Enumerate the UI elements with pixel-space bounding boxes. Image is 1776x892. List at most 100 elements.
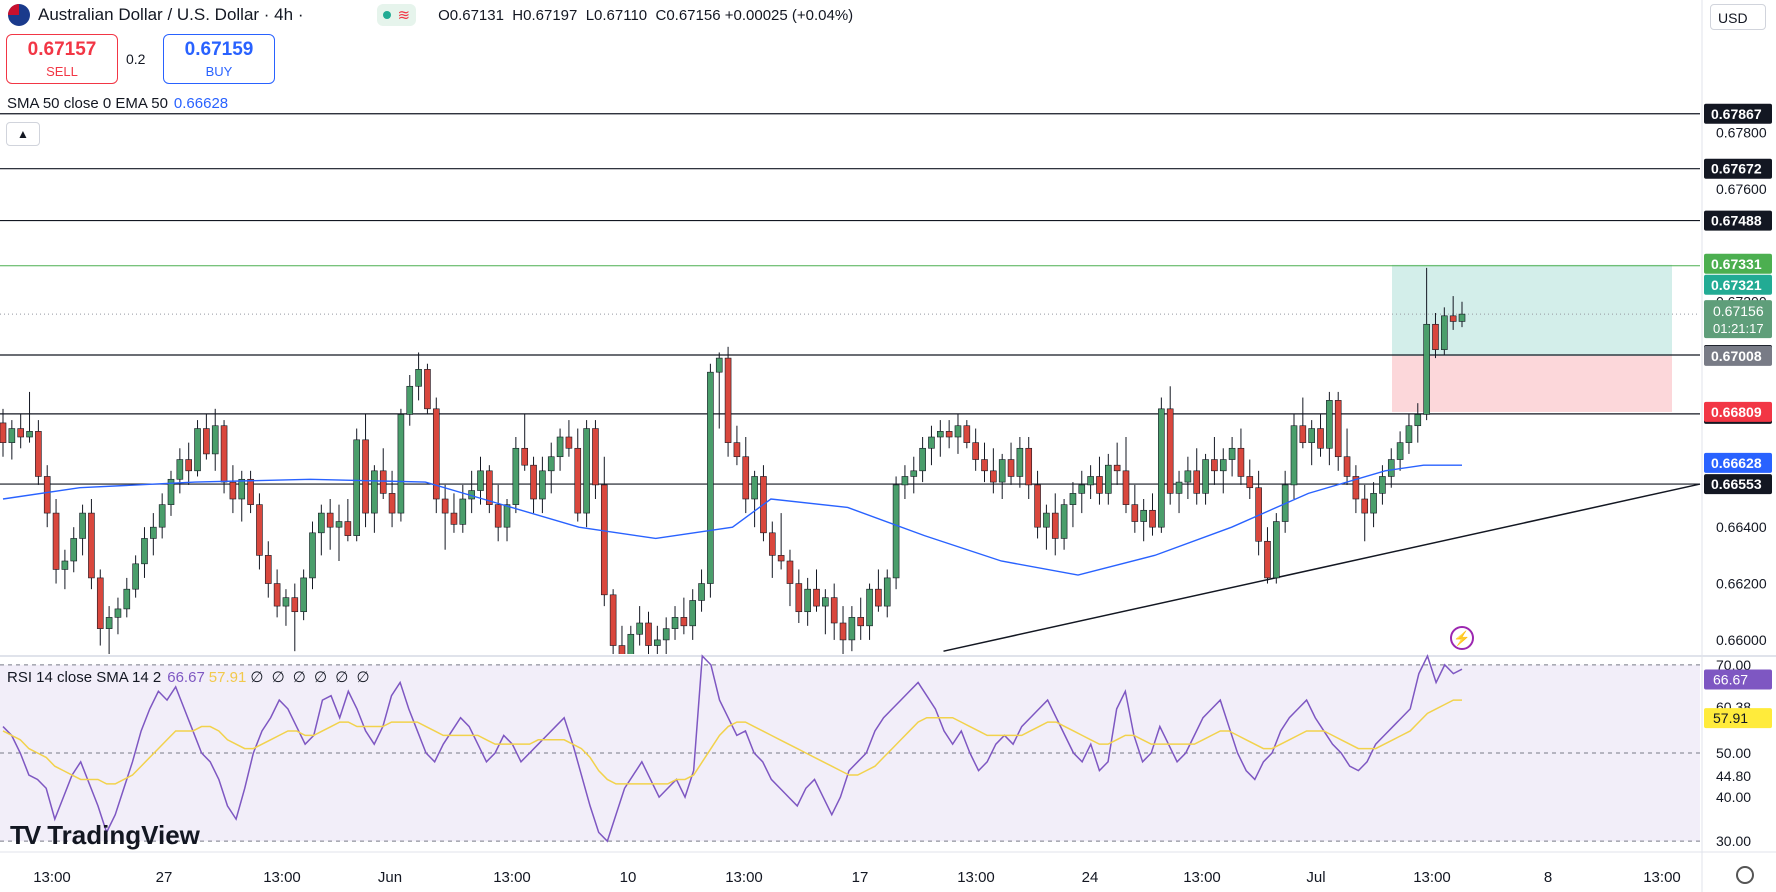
rsi-sma-badge: 57.91 (1713, 710, 1748, 726)
candle-up (910, 470, 918, 477)
ma-indicator-legend[interactable]: SMA 50 close 0 EMA 50 0.66628 (7, 95, 228, 112)
candle-up (627, 633, 635, 654)
candle-up (556, 436, 564, 458)
symbol-title[interactable]: Australian Dollar / U.S. Dollar · 4h · (38, 5, 304, 24)
position-stop-zone (1392, 355, 1672, 412)
rsi-sma-line (2, 699, 1462, 785)
settings-gear-icon[interactable] (1736, 866, 1754, 884)
candle-down (1051, 512, 1059, 539)
candle-down (981, 459, 988, 472)
candle-up (892, 484, 900, 579)
candle-up (1396, 442, 1404, 460)
candle-down (0, 422, 7, 443)
candle-up (1105, 464, 1112, 494)
rsi-extra-values: ∅ ∅ ∅ ∅ ∅ ∅ (250, 669, 372, 686)
time-tick-label: 24 (1082, 869, 1099, 886)
entry-badge-bg (1704, 345, 1772, 366)
candle-up (1387, 459, 1395, 477)
candle-down (1432, 323, 1439, 350)
sell-button[interactable]: 0.67157 SELL (6, 34, 118, 84)
candle-up (1273, 521, 1280, 579)
candle-up (167, 478, 175, 505)
candle-down (220, 425, 228, 483)
candle-down (592, 428, 599, 486)
candle-up (936, 431, 944, 438)
flash-icon[interactable]: ⚡ (1450, 626, 1474, 650)
candle-up (371, 470, 378, 514)
time-tick-label: 13:00 (33, 869, 71, 886)
time-tick-label: 13:00 (493, 869, 531, 886)
collapse-legend-button[interactable]: ▲ (6, 122, 40, 146)
rsi-value-badge-bg (1704, 669, 1772, 690)
candle-up (61, 560, 69, 570)
countdown-label: 01:21:17 (1713, 321, 1764, 336)
buy-button[interactable]: 0.67159 BUY (163, 34, 275, 84)
candle-up (1228, 447, 1236, 460)
candle-down (742, 456, 750, 500)
candle-down (1352, 476, 1360, 500)
candle-down (1449, 315, 1457, 322)
candle-up (662, 628, 670, 641)
time-tick-label: 13:00 (957, 869, 995, 886)
candle-up (477, 470, 484, 491)
level-badge-bg (1704, 158, 1772, 179)
candle-down (185, 459, 192, 472)
candle-down (609, 594, 617, 646)
candle-up (636, 622, 643, 635)
candle-up (1379, 476, 1386, 494)
candle-up (822, 597, 829, 607)
candle-down (362, 439, 369, 514)
candle-up (1069, 493, 1077, 505)
change-value: +0.00025 (+0.04%) (724, 6, 854, 24)
candle-down (35, 431, 42, 477)
candle-up (901, 476, 909, 486)
sell-price: 0.67157 (27, 39, 97, 60)
candle-down (486, 470, 493, 505)
currency-selector[interactable]: USD (1710, 4, 1766, 30)
time-tick-label: 27 (156, 869, 173, 886)
candle-down (795, 583, 803, 613)
rsi-indicator-legend[interactable]: RSI 14 close SMA 14 2 66.67 57.91 ∅ ∅ ∅ ∅ ∅… (7, 668, 372, 686)
candle-up (1290, 425, 1298, 486)
ema-badge-bg (1704, 452, 1772, 473)
candle-down (264, 555, 272, 584)
candle-up (1458, 313, 1466, 322)
candle-up (26, 431, 33, 438)
candle-up (158, 504, 166, 528)
current-price-badge-bg (1704, 300, 1772, 339)
candle-down (1025, 447, 1033, 486)
candle-down (1166, 408, 1174, 494)
candle-up (141, 538, 148, 565)
candle-up (1219, 459, 1227, 472)
tv-logo-icon: TV (10, 820, 41, 850)
low-value: L0.67110 (585, 6, 648, 24)
price-tick-label: 0.66000 (1716, 632, 1767, 648)
ema-line (2, 464, 1462, 576)
candle-down (247, 478, 254, 505)
time-tick-label: 13:00 (263, 869, 301, 886)
ma-indicator-name: SMA 50 close 0 EMA 50 (7, 95, 168, 112)
ma-indicator-value: 0.66628 (173, 95, 229, 112)
level-badge-bg (1704, 103, 1772, 124)
candle-down (565, 436, 573, 449)
rsi-indicator-value: 66.67 (167, 669, 205, 686)
level-badge: 0.67488 (1711, 213, 1762, 229)
wave-icon: ≋ (397, 7, 411, 24)
buy-label: BUY (205, 64, 233, 79)
candle-down (291, 597, 299, 613)
currency-label: USD (1718, 10, 1748, 26)
candle-down (1343, 456, 1351, 477)
candle-up (176, 459, 184, 480)
candle-up (707, 371, 714, 584)
candle-up (123, 588, 131, 610)
candle-up (397, 414, 405, 514)
level-badge: 0.67672 (1711, 161, 1762, 177)
candle-up (1016, 447, 1024, 477)
tradingview-logo[interactable]: TV TradingView (10, 820, 200, 851)
level-badge: 0.66553 (1711, 476, 1762, 492)
candle-up (1370, 493, 1377, 514)
candle-up (335, 521, 343, 528)
market-status-pill[interactable]: ≋ (377, 4, 417, 26)
candle-down (830, 597, 838, 624)
